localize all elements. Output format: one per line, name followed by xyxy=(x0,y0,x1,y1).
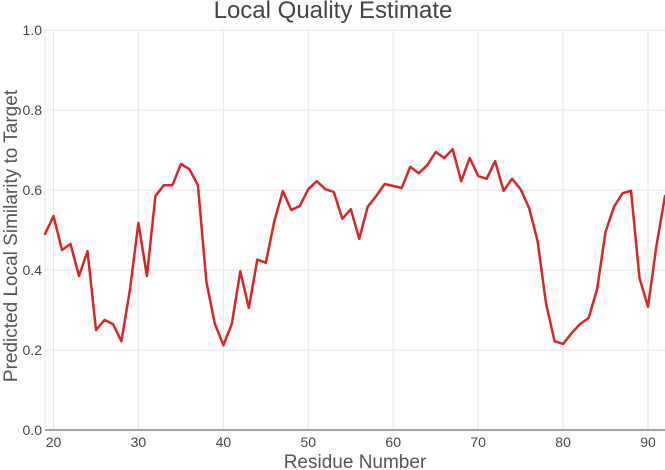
x-tick-label: 20 xyxy=(46,434,62,450)
y-tick-label: 1.0 xyxy=(23,22,43,38)
x-tick-labels: 20 30 40 50 60 70 80 90 xyxy=(46,434,656,450)
x-tick-label: 70 xyxy=(470,434,486,450)
y-tick-label: 0.2 xyxy=(23,342,43,358)
y-axis-title: Predicted Local Similarity to Target xyxy=(1,89,22,382)
x-tick-label: 80 xyxy=(555,434,571,450)
y-tick-label: 0.4 xyxy=(23,262,43,278)
x-tick-label: 90 xyxy=(640,434,656,450)
chart-title: Local Quality Estimate xyxy=(214,0,453,24)
y-tick-label: 0.0 xyxy=(23,422,43,438)
x-axis-title: Residue Number xyxy=(284,452,427,470)
series-group xyxy=(43,147,665,347)
x-tick-label: 60 xyxy=(385,434,401,450)
series-line-0 xyxy=(43,147,665,347)
x-tick-label: 50 xyxy=(300,434,316,450)
x-tick-label: 30 xyxy=(131,434,147,450)
y-tick-labels: 0.0 0.2 0.4 0.6 0.8 1.0 xyxy=(23,22,43,438)
axes xyxy=(44,30,665,431)
y-tick-label: 0.8 xyxy=(23,102,43,118)
y-tick-label: 0.6 xyxy=(23,182,43,198)
x-tick-label: 40 xyxy=(216,434,232,450)
